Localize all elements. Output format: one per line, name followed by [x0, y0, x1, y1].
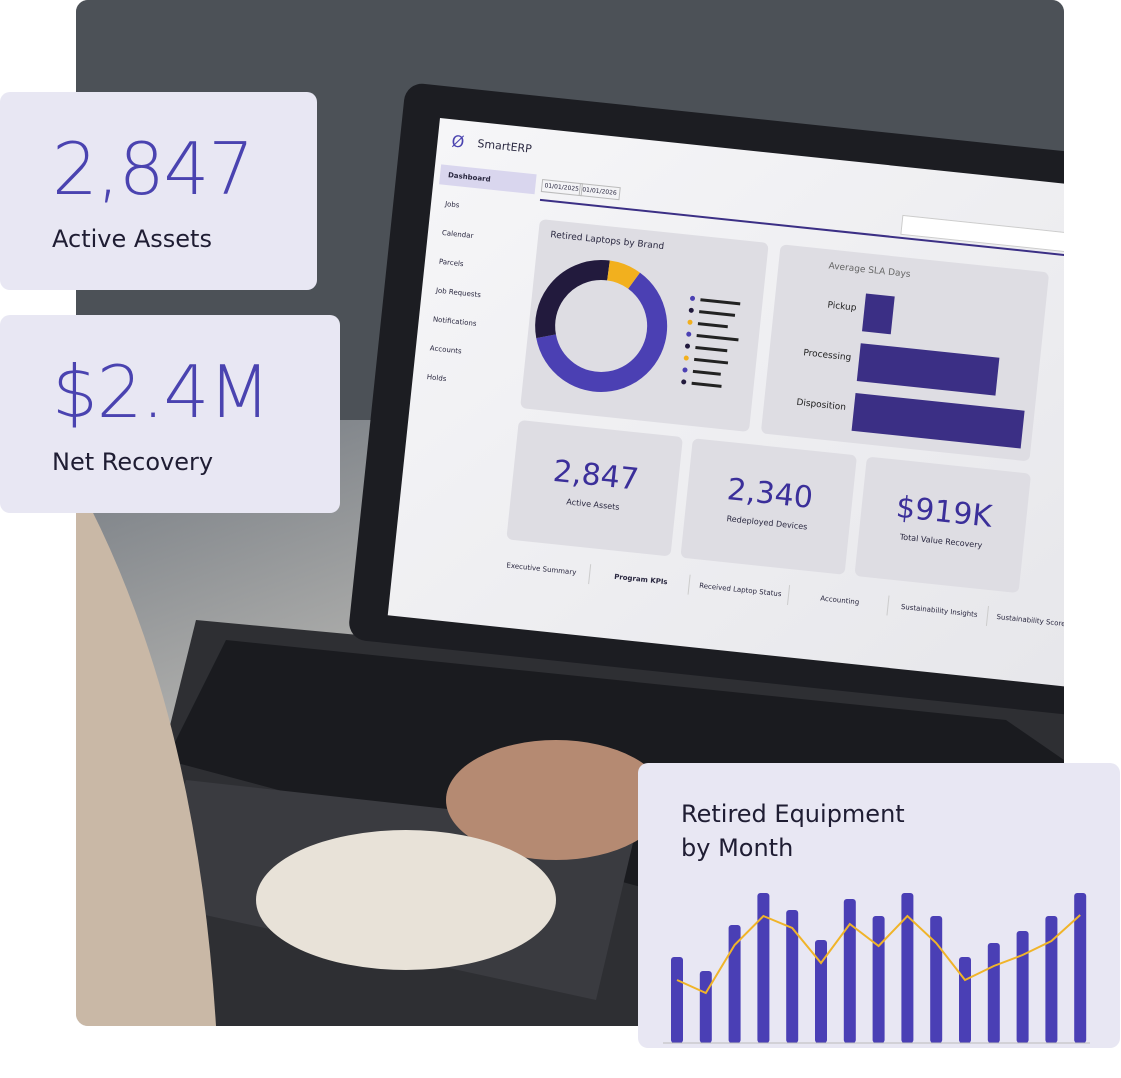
donut-segment	[535, 259, 668, 392]
tab[interactable]: Program KPIs	[592, 564, 691, 595]
hand	[446, 740, 666, 860]
bar	[815, 940, 827, 1043]
app-name: SmartERP	[476, 137, 533, 156]
bar	[786, 910, 799, 1043]
bar	[757, 893, 770, 1043]
legend-dot	[681, 379, 687, 385]
nav-item[interactable]: Jobs	[444, 200, 460, 210]
screen: Ø SmartERP Dashboard Jobs Calendar Parcels J…	[387, 118, 1064, 691]
chart-card: Retired Equipment by Month	[638, 763, 1120, 1048]
kpi-value: $2.4M	[52, 350, 270, 434]
logo: Ø	[450, 131, 466, 152]
nav-item[interactable]: Dashboard	[439, 164, 537, 195]
bar	[930, 916, 943, 1043]
bar	[728, 925, 741, 1043]
legend-dot	[690, 295, 696, 301]
bar	[851, 392, 1025, 449]
bar	[856, 343, 1000, 396]
bar	[1016, 931, 1029, 1043]
bar	[862, 293, 895, 335]
bar	[901, 893, 914, 1043]
legend-dot	[683, 355, 689, 361]
bar	[699, 971, 712, 1043]
kpi-tile: 2,847 Active Assets	[506, 419, 683, 557]
legend	[691, 298, 741, 388]
kpi-tile: 2,340 Redeployed Devices	[680, 438, 858, 575]
bar	[671, 957, 683, 1043]
person	[76, 480, 216, 1026]
y-tick-label: Disposition	[796, 398, 847, 413]
legend-dot	[686, 331, 692, 337]
nav-item[interactable]: Job Requests	[435, 286, 482, 300]
line	[676, 914, 1081, 995]
sla-chart: Pickup Processing Disposition	[796, 293, 1025, 449]
kpi-card: 2,847 Active Assets	[0, 92, 317, 290]
nav-item[interactable]: Accounts	[429, 344, 463, 356]
kpi-value: 2,847	[52, 127, 254, 211]
nav-item[interactable]: Parcels	[438, 257, 464, 269]
kpi-card: $2.4M Net Recovery	[0, 315, 340, 513]
kpi-tile: $919K Total Value Recovery	[854, 456, 1032, 594]
legend-dot	[688, 307, 694, 313]
tab[interactable]: Sustainability Insights	[890, 595, 989, 626]
date-from[interactable]: 01/01/2025	[540, 179, 583, 197]
photo: Ø SmartERP Dashboard Jobs Calendar Parcels J…	[76, 0, 1064, 1026]
bar	[872, 916, 885, 1043]
tab[interactable]: Accounting	[790, 585, 890, 616]
legend-dot	[687, 319, 693, 325]
bar	[1045, 916, 1058, 1043]
tab[interactable]: Executive Summary	[492, 554, 592, 585]
kpi-label: Net Recovery	[52, 448, 214, 476]
nav-item[interactable]: Notifications	[432, 315, 477, 328]
legend-dot	[682, 367, 688, 373]
y-tick-label: Pickup	[827, 301, 857, 314]
date-to[interactable]: 01/01/2026	[578, 182, 621, 201]
chart-title: Retired Equipment by Month	[681, 800, 905, 862]
tab[interactable]: Sustainability Scorecard	[989, 606, 1064, 637]
kpi-label: Active Assets	[52, 225, 212, 253]
nav-item[interactable]: Calendar	[441, 228, 474, 241]
bar	[987, 943, 1000, 1043]
sidebar: Dashboard Jobs Calendar Parcels Job Requests…	[426, 164, 537, 383]
donut-chart	[535, 259, 741, 392]
chart-title: Average SLA Days	[828, 261, 911, 281]
donut-segment	[535, 259, 668, 392]
bar	[959, 957, 971, 1043]
sla-tile: Average SLA Days Pickup Processing Disposi…	[760, 244, 1050, 462]
donut-tile: Retired Laptops by Brand	[520, 219, 769, 433]
nav-item[interactable]: Holds	[426, 373, 447, 384]
search[interactable]	[900, 214, 1064, 256]
bar-chart	[663, 893, 1090, 1044]
bar	[843, 899, 856, 1043]
sleeve	[256, 830, 556, 970]
legend-dot	[685, 343, 691, 349]
tab[interactable]: Received Laptop Status	[691, 575, 791, 606]
y-tick-label: Processing	[803, 348, 852, 363]
bar	[1074, 893, 1087, 1043]
